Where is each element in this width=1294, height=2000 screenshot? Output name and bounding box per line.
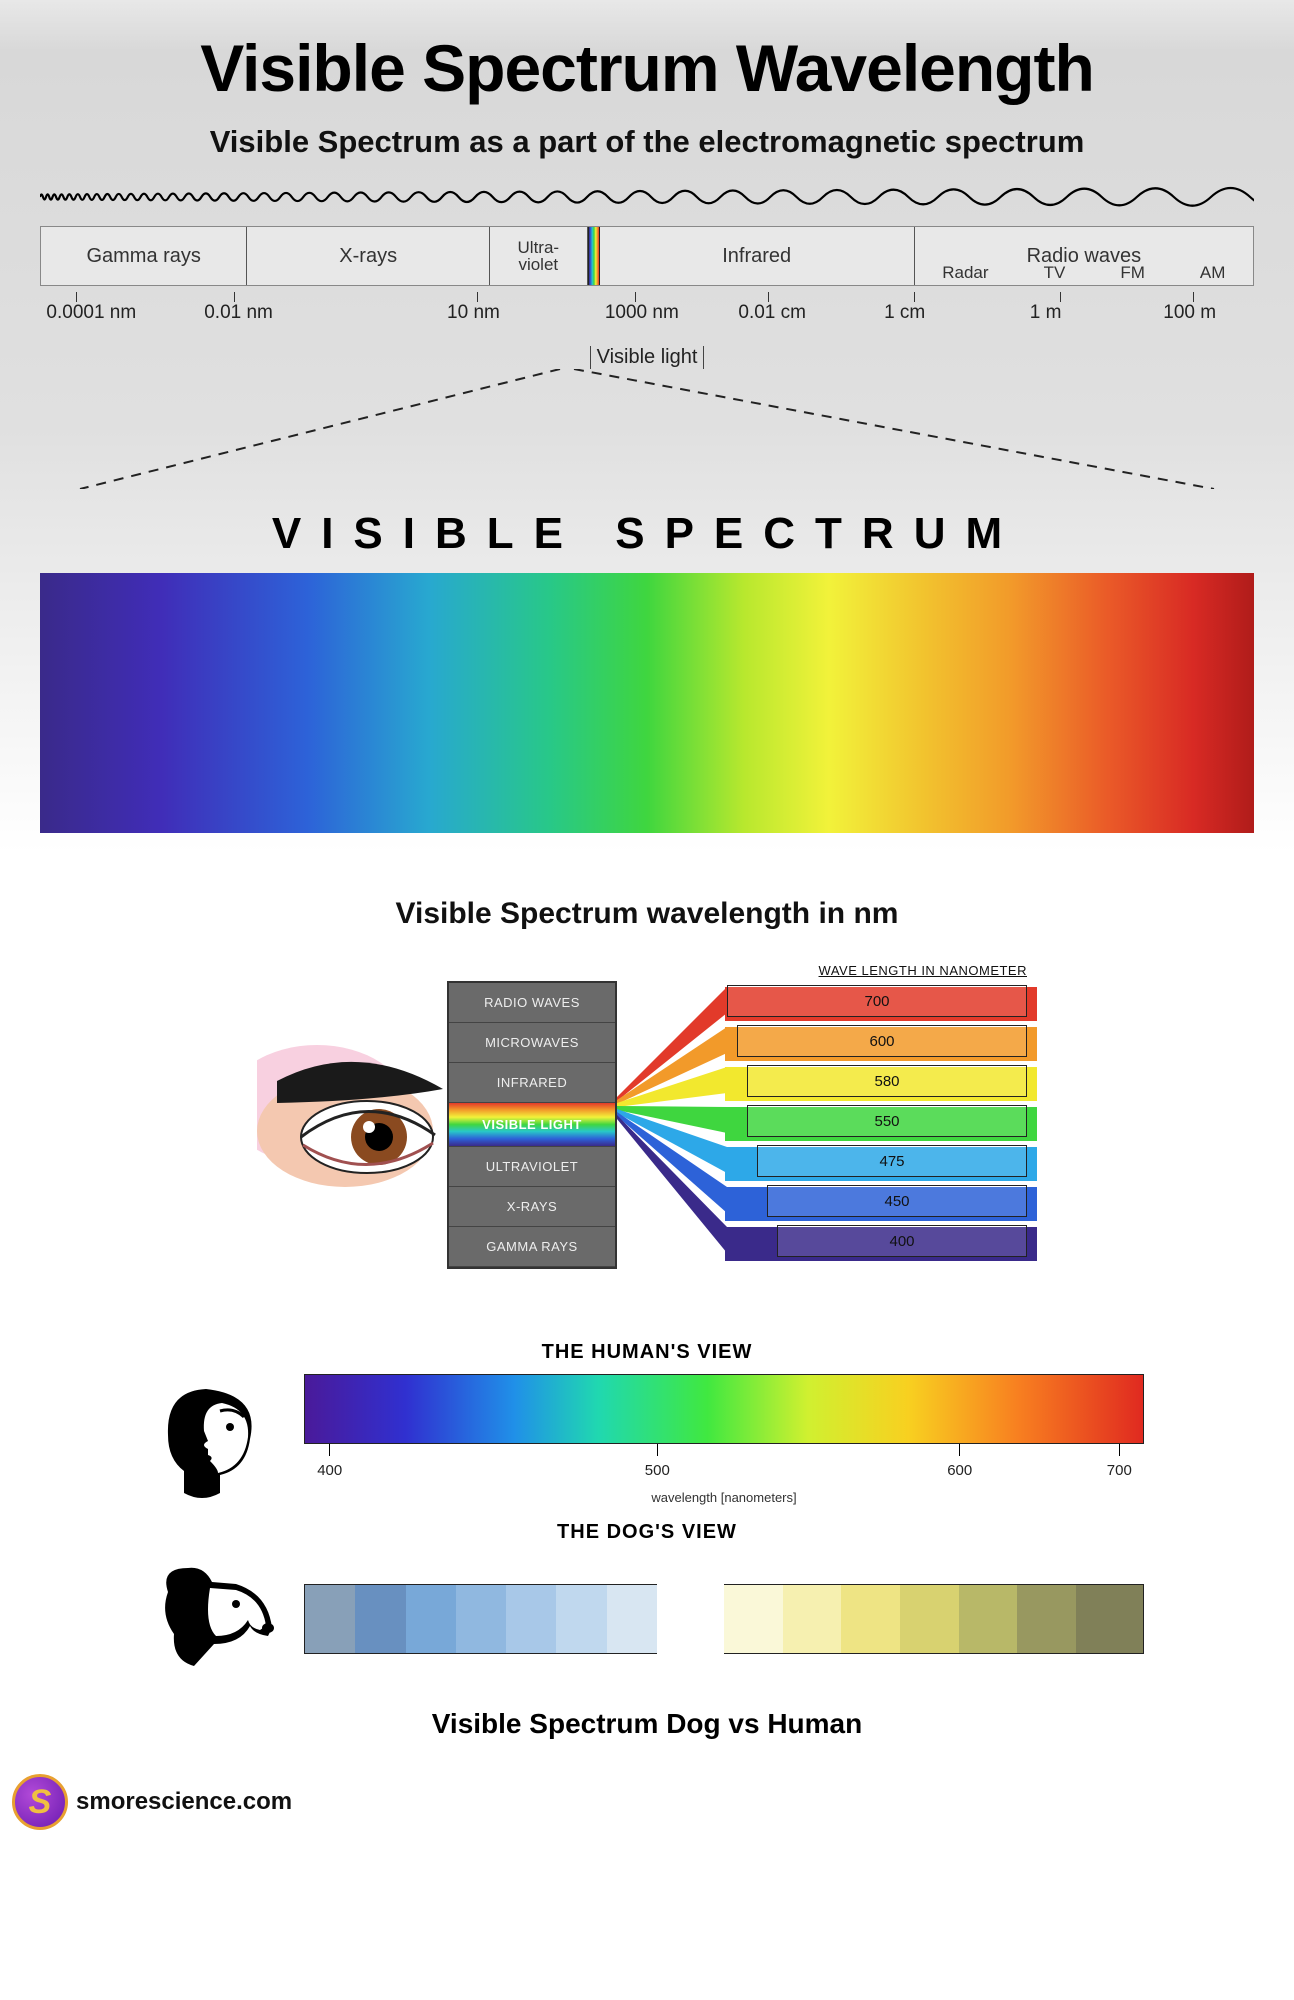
- page-title: Visible Spectrum Wavelength: [40, 30, 1254, 106]
- wave-diagram: [40, 174, 1254, 220]
- dog-view-row: [150, 1554, 1144, 1684]
- nm-header-label: WAVE LENGTH IN NANOMETER: [819, 963, 1027, 978]
- nm-value-bar: 580: [747, 1065, 1027, 1097]
- em-column: RADIO WAVESMICROWAVESINFRAREDVISIBLE LIG…: [447, 981, 617, 1269]
- scale-tick-label: 1000 nm: [605, 302, 679, 324]
- human-vs-dog-section: THE HUMAN'S VIEW 400 500 600 700 wavelength…: [0, 1315, 1294, 1770]
- dog-spec-band: [556, 1585, 606, 1653]
- axis-label: wavelength [nanometers]: [304, 1490, 1144, 1505]
- visible-spectrum-bar: [40, 573, 1254, 833]
- em-spectrum-band: Gamma raysX-raysUltra-violetInfraredRadi…: [40, 226, 1254, 286]
- scale-tick-label: 0.01 nm: [204, 302, 273, 324]
- visible-light-label: Visible light: [40, 346, 1254, 369]
- em-segment: Radio wavesRadarTVFMAM: [915, 227, 1253, 285]
- scale-tick-label: 1 m: [1030, 302, 1062, 324]
- em-column-row: VISIBLE LIGHT: [449, 1103, 615, 1147]
- nm-value-bar: 450: [767, 1185, 1027, 1217]
- nm-value-bar: 400: [777, 1225, 1027, 1257]
- nm-value-bar: 700: [727, 985, 1027, 1017]
- scale-tick-label: 0.0001 nm: [46, 302, 136, 324]
- axis-tick-label: 500: [645, 1462, 670, 1479]
- page-subtitle: Visible Spectrum as a part of the electr…: [40, 124, 1254, 160]
- human-spectrum-axis: 400 500 600 700: [304, 1444, 1144, 1488]
- dog-spec-band: [657, 1584, 724, 1654]
- human-view-row: 400 500 600 700 wavelength [nanometers]: [150, 1374, 1144, 1505]
- em-segment: X-rays: [247, 227, 490, 285]
- scale-tick-label: 10 nm: [447, 302, 500, 324]
- dog-spec-band: [1076, 1585, 1143, 1653]
- scale-tick-label: 0.01 cm: [738, 302, 806, 324]
- dog-spec-band: [1017, 1585, 1076, 1653]
- dog-spectrum-bar: [304, 1584, 1144, 1654]
- human-head-icon: [150, 1375, 280, 1505]
- nm-diagram: RADIO WAVESMICROWAVESINFRAREDVISIBLE LIG…: [40, 955, 1254, 1295]
- dog-spec-band: [959, 1585, 1018, 1653]
- visible-light-slot: [588, 227, 600, 285]
- human-view-title: THE HUMAN'S VIEW: [150, 1341, 1144, 1364]
- dog-spec-band: [783, 1585, 842, 1653]
- top-section: Visible Spectrum Wavelength Visible Spec…: [0, 0, 1294, 853]
- scale-tick-label: 100 m: [1163, 302, 1216, 324]
- em-column-row: MICROWAVES: [449, 1023, 615, 1063]
- wavelength-fan: WAVE LENGTH IN NANOMETER 700 600 580 550 475…: [617, 965, 1037, 1285]
- axis-tick-label: 700: [1107, 1462, 1132, 1479]
- em-column-row: ULTRAVIOLET: [449, 1147, 615, 1187]
- em-segment: Gamma rays: [41, 227, 247, 285]
- eye-illustration: [257, 1045, 447, 1205]
- dog-spec-band: [841, 1585, 900, 1653]
- nm-value-bar: 550: [747, 1105, 1027, 1137]
- human-spectrum-bar: [304, 1374, 1144, 1444]
- logo-icon: S: [12, 1774, 68, 1830]
- em-column-row: RADIO WAVES: [449, 983, 615, 1023]
- expansion-lines: [40, 369, 1254, 489]
- em-segment: Ultra-violet: [490, 227, 588, 285]
- axis-tick-label: 400: [317, 1462, 342, 1479]
- nm-value-bar: 475: [757, 1145, 1027, 1177]
- wavelength-nm-section: Visible Spectrum wavelength in nm RADIO …: [0, 853, 1294, 1315]
- em-column-row: GAMMA RAYS: [449, 1227, 615, 1267]
- dog-spec-band: [456, 1585, 506, 1653]
- scale-tick-label: 1 cm: [884, 302, 925, 324]
- em-segment: Infrared: [600, 227, 915, 285]
- logo-letter: S: [29, 1783, 52, 1822]
- em-column-row: X-RAYS: [449, 1187, 615, 1227]
- axis-tick-label: 600: [947, 1462, 972, 1479]
- dog-head-icon: [150, 1554, 280, 1684]
- dog-spec-band: [900, 1585, 959, 1653]
- visible-spectrum-heading: VISIBLE SPECTRUM: [40, 509, 1254, 559]
- dog-spec-band: [355, 1585, 405, 1653]
- human-vs-dog-caption: Visible Spectrum Dog vs Human: [150, 1708, 1144, 1740]
- nm-value-bar: 600: [737, 1025, 1027, 1057]
- dog-spec-band: [305, 1585, 355, 1653]
- dog-spec-band: [406, 1585, 456, 1653]
- dog-spec-band: [724, 1585, 783, 1653]
- dog-spec-band: [607, 1585, 657, 1653]
- em-column-row: INFRARED: [449, 1063, 615, 1103]
- dog-spec-band: [506, 1585, 556, 1653]
- footer: S smorescience.com: [0, 1770, 1294, 1846]
- visible-light-text: Visible light: [597, 346, 698, 368]
- dog-view-title: THE DOG'S VIEW: [150, 1521, 1144, 1544]
- wavelength-nm-title: Visible Spectrum wavelength in nm: [40, 897, 1254, 931]
- em-scale-row: 0.0001 nm 0.01 nm 10 nm 1000 nm 0.01 cm 1 cm 1…: [40, 292, 1254, 342]
- footer-text: smorescience.com: [76, 1788, 292, 1816]
